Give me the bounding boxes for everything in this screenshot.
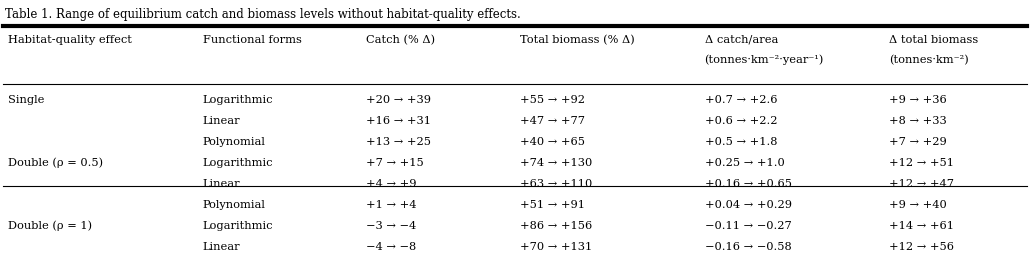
Text: Table 1. Range of equilibrium catch and biomass levels without habitat-quality e: Table 1. Range of equilibrium catch and …: [5, 8, 521, 21]
Text: +9 → +40: +9 → +40: [889, 200, 947, 210]
Text: Double (ρ = 0.5): Double (ρ = 0.5): [8, 158, 103, 168]
Text: +14 → +61: +14 → +61: [889, 221, 954, 231]
Text: +63 → +110: +63 → +110: [520, 179, 592, 189]
Text: +16 → +31: +16 → +31: [367, 116, 432, 126]
Text: +0.16 → +0.65: +0.16 → +0.65: [705, 179, 791, 189]
Text: +74 → +130: +74 → +130: [520, 158, 592, 168]
Text: Logarithmic: Logarithmic: [203, 158, 273, 168]
Text: Linear: Linear: [203, 179, 240, 189]
Text: Logarithmic: Logarithmic: [203, 95, 273, 105]
Text: +0.5 → +1.8: +0.5 → +1.8: [705, 137, 777, 147]
Text: Catch (% Δ): Catch (% Δ): [367, 35, 436, 45]
Text: +12 → +47: +12 → +47: [889, 179, 954, 189]
Text: +55 → +92: +55 → +92: [520, 95, 585, 105]
Text: +47 → +77: +47 → +77: [520, 116, 585, 126]
Text: +0.7 → +2.6: +0.7 → +2.6: [705, 95, 777, 105]
Text: +0.04 → +0.29: +0.04 → +0.29: [705, 200, 791, 210]
Text: Linear: Linear: [203, 242, 240, 252]
Text: +70 → +131: +70 → +131: [520, 242, 592, 252]
Text: +4 → +9: +4 → +9: [367, 179, 417, 189]
Text: −3 → −4: −3 → −4: [367, 221, 417, 231]
Text: +0.6 → +2.2: +0.6 → +2.2: [705, 116, 777, 126]
Text: Δ total biomass: Δ total biomass: [889, 35, 978, 45]
Text: −4 → −8: −4 → −8: [367, 242, 417, 252]
Text: −0.16 → −0.58: −0.16 → −0.58: [705, 242, 791, 252]
Text: +51 → +91: +51 → +91: [520, 200, 585, 210]
Text: −0.11 → −0.27: −0.11 → −0.27: [705, 221, 791, 231]
Text: Double (ρ = 1): Double (ρ = 1): [8, 221, 92, 231]
Text: (tonnes·km⁻²): (tonnes·km⁻²): [889, 55, 968, 66]
Text: +12 → +51: +12 → +51: [889, 158, 954, 168]
Text: +7 → +29: +7 → +29: [889, 137, 947, 147]
Text: +8 → +33: +8 → +33: [889, 116, 947, 126]
Text: Functional forms: Functional forms: [203, 35, 302, 45]
Text: +86 → +156: +86 → +156: [520, 221, 592, 231]
Text: +13 → +25: +13 → +25: [367, 137, 432, 147]
Text: Habitat-quality effect: Habitat-quality effect: [8, 35, 132, 45]
Text: Δ catch/area: Δ catch/area: [705, 35, 778, 45]
Text: Total biomass (% Δ): Total biomass (% Δ): [520, 35, 634, 45]
Text: +40 → +65: +40 → +65: [520, 137, 585, 147]
Text: Logarithmic: Logarithmic: [203, 221, 273, 231]
Text: +20 → +39: +20 → +39: [367, 95, 432, 105]
Text: Polynomial: Polynomial: [203, 137, 266, 147]
Text: Linear: Linear: [203, 116, 240, 126]
Text: Polynomial: Polynomial: [203, 200, 266, 210]
Text: +0.25 → +1.0: +0.25 → +1.0: [705, 158, 784, 168]
Text: Single: Single: [8, 95, 44, 105]
Text: +12 → +56: +12 → +56: [889, 242, 954, 252]
Text: (tonnes·km⁻²·year⁻¹): (tonnes·km⁻²·year⁻¹): [705, 55, 824, 66]
Text: +1 → +4: +1 → +4: [367, 200, 417, 210]
Text: +9 → +36: +9 → +36: [889, 95, 947, 105]
Text: +7 → +15: +7 → +15: [367, 158, 424, 168]
